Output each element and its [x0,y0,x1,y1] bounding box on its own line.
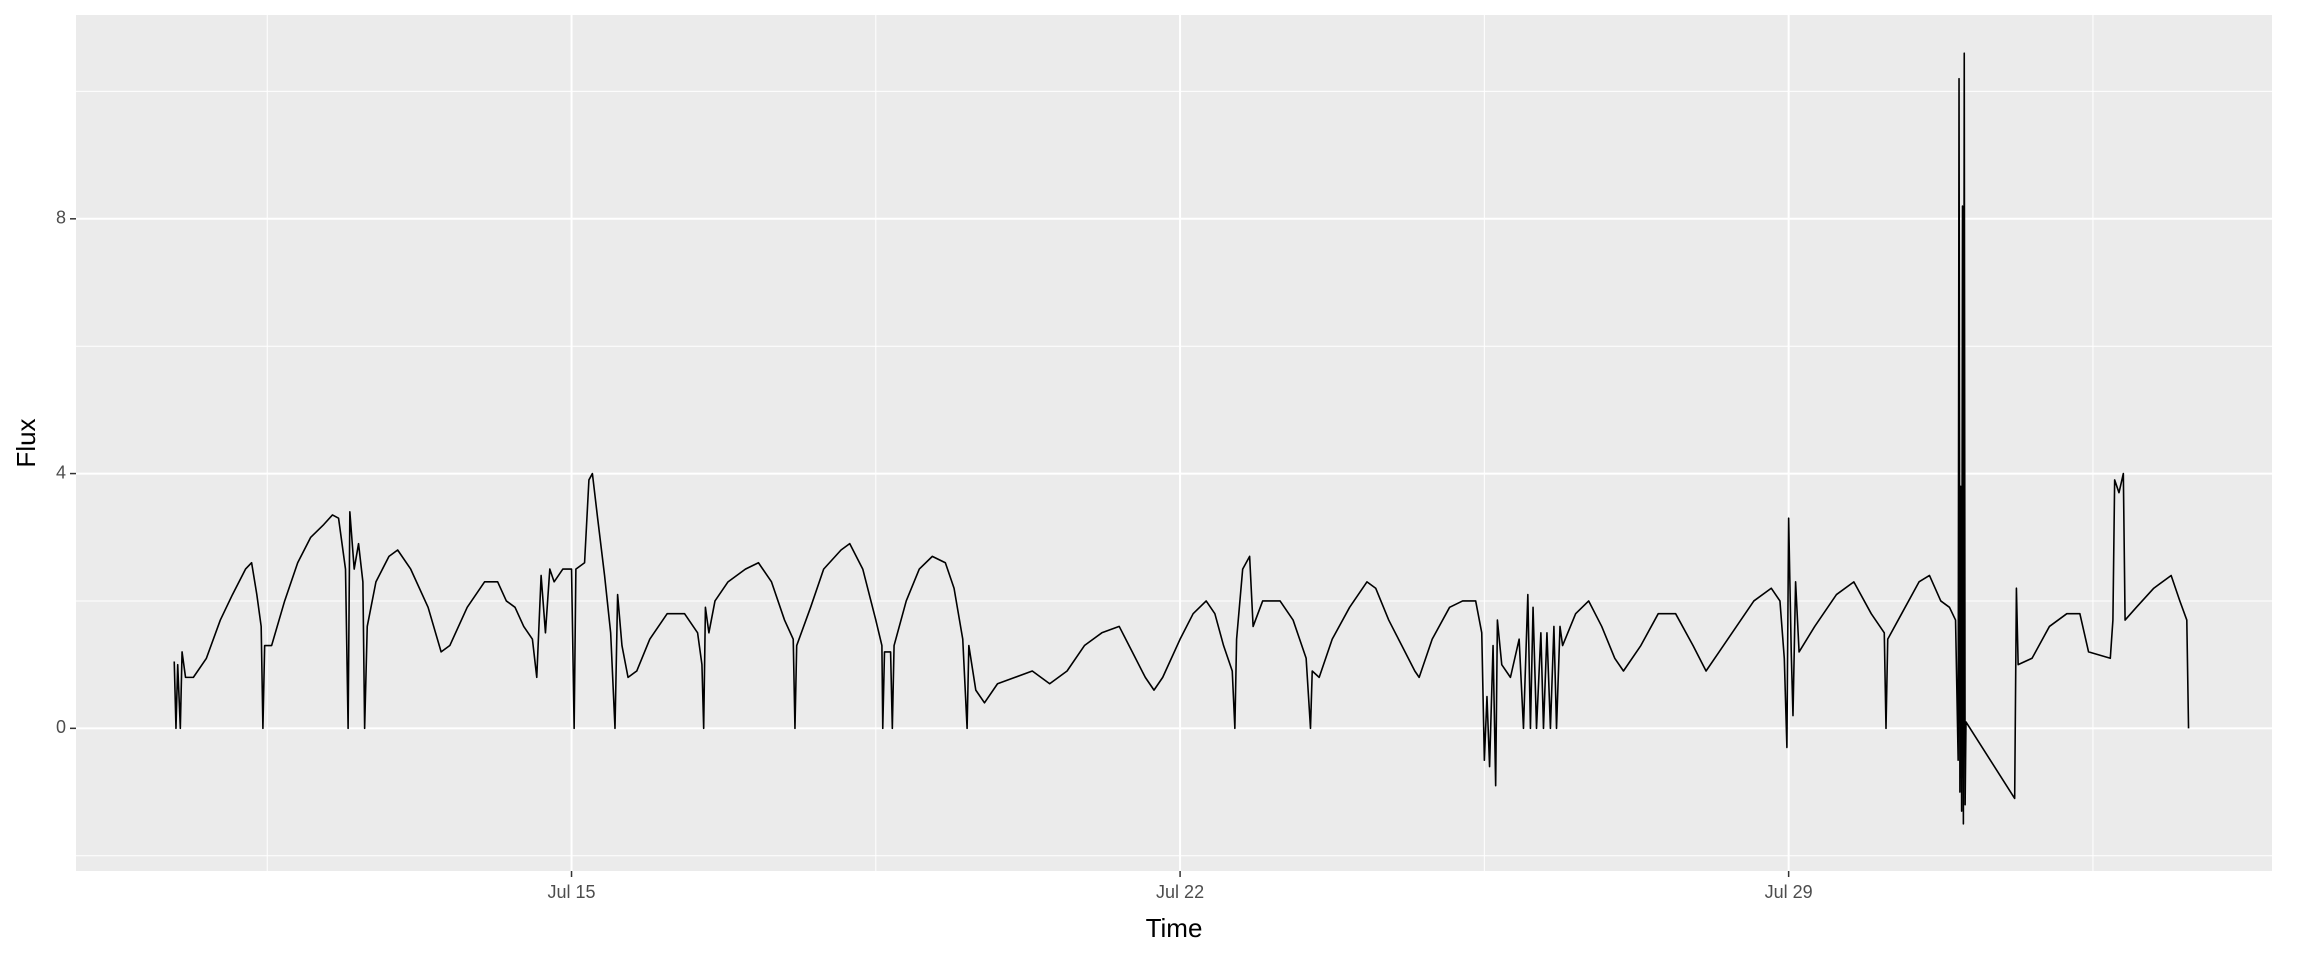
y-axis-title: Flux [11,418,41,467]
x-tick-label: Jul 22 [1156,882,1204,902]
x-axis-title: Time [1146,913,1203,943]
line [173,52,2190,825]
y-tick-label: 0 [56,717,66,737]
y-tick-label: 8 [56,208,66,228]
plot-panel [76,15,2272,871]
x-tick-label: Jul 15 [548,882,596,902]
x-tick-label: Jul 29 [1765,882,1813,902]
y-tick-label: 4 [56,462,66,482]
